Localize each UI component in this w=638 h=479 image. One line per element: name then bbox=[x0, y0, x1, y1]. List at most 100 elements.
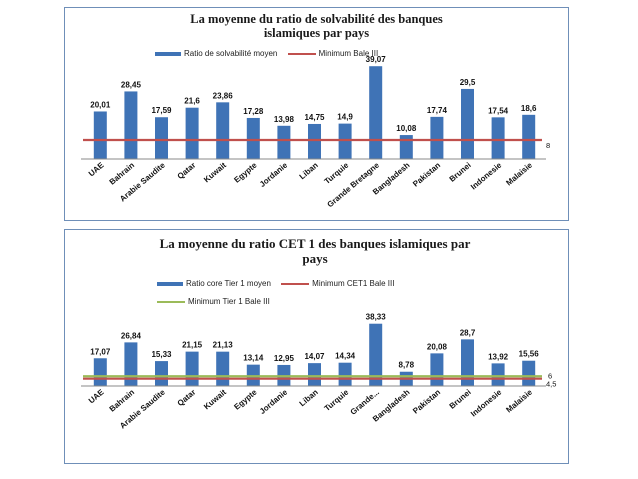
legend-swatch-bar bbox=[155, 51, 181, 56]
bar-2 bbox=[155, 361, 168, 386]
data-label-9: 38,33 bbox=[366, 313, 387, 322]
legend-label-bar: Ratio core Tier 1 moyen bbox=[186, 279, 271, 288]
data-label-11: 17,74 bbox=[427, 106, 448, 115]
data-label-12: 28,7 bbox=[460, 328, 476, 337]
chart-title-line1: La moyenne du ratio CET 1 des banques is… bbox=[159, 236, 471, 251]
category-label-13: Indonesie bbox=[469, 160, 504, 191]
legend-item-line-tier1: Minimum Tier 1 Bale III bbox=[157, 297, 270, 306]
reference-line-label-0: 8 bbox=[546, 141, 550, 150]
data-label-14: 15,56 bbox=[519, 350, 540, 359]
data-label-9: 39,07 bbox=[366, 55, 387, 64]
bar-6 bbox=[277, 125, 291, 159]
category-label-11: Pakistan bbox=[411, 388, 442, 416]
bar-8 bbox=[338, 362, 352, 386]
chart-title-line2: islamiques par pays bbox=[263, 26, 370, 40]
bar-2 bbox=[155, 117, 168, 159]
data-label-2: 15,33 bbox=[151, 350, 172, 359]
category-label-13: Indonesie bbox=[469, 387, 504, 418]
reference-line-label-0: 4,5 bbox=[546, 380, 556, 389]
legend-swatch-line-cet1 bbox=[281, 282, 310, 285]
data-label-1: 28,45 bbox=[121, 80, 142, 89]
reference-line-label-1: 6 bbox=[548, 371, 552, 380]
category-label-7: Liban bbox=[298, 388, 320, 409]
bar-14 bbox=[522, 114, 536, 159]
bar-4 bbox=[216, 102, 230, 159]
legend-label-line: Minimum Bale III bbox=[318, 49, 379, 58]
category-label-12: Brunei bbox=[448, 161, 473, 184]
chart-title: La moyenne du ratio de solvabilité des b… bbox=[65, 12, 568, 40]
bar-13 bbox=[491, 117, 505, 159]
legend-item-bar: Ratio de solvabilité moyen bbox=[155, 49, 277, 58]
category-label-1: Bahrain bbox=[108, 388, 137, 414]
data-label-6: 12,95 bbox=[274, 354, 295, 363]
legend-item-bar: Ratio core Tier 1 moyen bbox=[157, 279, 271, 288]
bar-4 bbox=[216, 351, 230, 386]
bar-3 bbox=[185, 107, 199, 159]
data-label-11: 20,08 bbox=[427, 342, 448, 351]
legend-label-line-tier1: Minimum Tier 1 Bale III bbox=[188, 297, 270, 306]
category-label-14: Malaisie bbox=[504, 160, 534, 187]
bar-10 bbox=[399, 135, 413, 159]
category-label-4: Kuwait bbox=[202, 160, 228, 184]
data-label-12: 29,5 bbox=[460, 78, 476, 87]
data-label-6: 13,98 bbox=[274, 115, 295, 124]
chart-title-line2: pays bbox=[302, 251, 328, 266]
category-label-8: Turquie bbox=[323, 160, 351, 186]
data-label-4: 23,86 bbox=[213, 91, 234, 100]
category-label-7: Liban bbox=[298, 161, 320, 182]
category-label-3: Qatar bbox=[176, 388, 198, 408]
legend-item-line-cet1: Minimum CET1 Bale III bbox=[281, 279, 394, 288]
bar-9 bbox=[369, 323, 383, 386]
category-label-14: Malaisie bbox=[504, 387, 534, 414]
bar-12 bbox=[461, 88, 474, 159]
chart-legend: Ratio core Tier 1 moyen Minimum CET1 Bal… bbox=[157, 279, 402, 288]
bar-3 bbox=[185, 351, 199, 386]
legend-swatch-line-tier1 bbox=[157, 300, 185, 303]
legend-label-bar: Ratio de solvabilité moyen bbox=[184, 49, 278, 58]
data-label-2: 17,59 bbox=[151, 106, 172, 115]
category-label-4: Kuwait bbox=[202, 387, 228, 411]
data-label-10: 8,78 bbox=[399, 361, 415, 370]
data-label-3: 21,15 bbox=[182, 341, 203, 350]
chart-plot-cet1: 17,07 26,84 15,33 21,15 21,13 13,14 12,95 14,07… bbox=[81, 313, 556, 431]
category-label-8: Turquie bbox=[323, 387, 351, 413]
category-label-6: Jordanie bbox=[258, 160, 290, 189]
data-label-7: 14,07 bbox=[304, 352, 325, 361]
category-label-9: Grande Bretagne bbox=[325, 160, 381, 209]
bar-14 bbox=[522, 360, 536, 386]
chart-title-line1: La moyenne du ratio de solvabilité des b… bbox=[190, 12, 443, 26]
category-label-11: Pakistan bbox=[411, 161, 442, 189]
bar-13 bbox=[491, 363, 505, 386]
category-label-0: UAE bbox=[87, 160, 106, 178]
category-label-5: Egypte bbox=[232, 160, 259, 184]
chart-panel-cet1: La moyenne du ratio CET 1 des banques is… bbox=[64, 229, 569, 464]
category-label-12: Brunei bbox=[448, 388, 473, 411]
data-label-13: 13,92 bbox=[488, 352, 509, 361]
legend-label-line-cet1: Minimum CET1 Bale III bbox=[312, 279, 395, 288]
category-label-5: Egypte bbox=[232, 387, 259, 411]
category-label-6: Jordanie bbox=[258, 387, 290, 416]
data-label-14: 18,6 bbox=[521, 104, 537, 113]
category-label-0: UAE bbox=[87, 387, 106, 405]
data-label-0: 17,07 bbox=[90, 347, 111, 356]
data-label-3: 21,6 bbox=[184, 97, 200, 106]
bar-11 bbox=[430, 116, 444, 159]
data-label-13: 17,54 bbox=[488, 106, 509, 115]
bar-7 bbox=[308, 363, 321, 386]
bar-11 bbox=[430, 353, 444, 386]
data-label-0: 20,01 bbox=[90, 100, 111, 109]
category-label-1: Bahrain bbox=[108, 161, 137, 187]
data-label-7: 14,75 bbox=[304, 113, 325, 122]
data-label-8: 14,9 bbox=[337, 113, 353, 122]
legend-swatch-bar bbox=[157, 281, 183, 286]
data-label-1: 26,84 bbox=[121, 331, 142, 340]
data-label-5: 13,14 bbox=[243, 354, 264, 363]
bar-12 bbox=[461, 339, 474, 386]
data-label-8: 14,34 bbox=[335, 352, 356, 361]
bar-8 bbox=[338, 123, 352, 159]
category-label-3: Qatar bbox=[176, 161, 198, 181]
data-label-4: 21,13 bbox=[213, 341, 234, 350]
legend-swatch-line bbox=[287, 52, 316, 55]
bar-1 bbox=[124, 342, 138, 386]
bar-0 bbox=[93, 358, 107, 386]
